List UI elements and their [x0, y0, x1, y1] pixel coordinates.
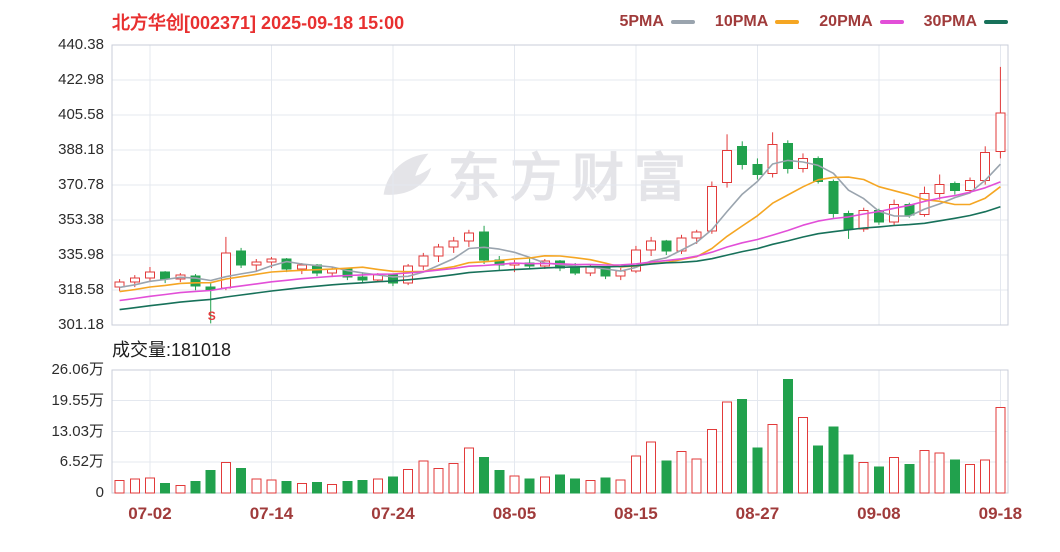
legend-swatch — [775, 20, 800, 24]
legend-item-label: 30PMA — [923, 13, 977, 30]
legend-item-10pma: 10PMA — [714, 13, 800, 31]
legend-item-30pma: 30PMA — [924, 13, 1008, 31]
chart-title: 北方华创[002371] 2025-09-18 15:00 — [112, 13, 405, 33]
legend-item-label: 10PMA — [714, 13, 769, 30]
legend-item-label: 5PMA — [619, 13, 664, 30]
watermark-text: 东方财富 — [448, 149, 697, 208]
legend-swatch — [670, 20, 695, 24]
chart-header: 北方华创[002371] 2025-09-18 15:00 5PMA 10PMA 2… — [0, 6, 1060, 38]
legend-swatch — [879, 20, 904, 24]
legend-swatch — [984, 20, 1008, 24]
legend-item-label: 20PMA — [819, 13, 873, 30]
legend-item-20pma: 20PMA — [819, 13, 904, 31]
legend-item-5pma: 5PMA — [619, 13, 695, 31]
ma-legend: 5PMA 10PMA 20PMA 30PMA — [619, 13, 1008, 31]
volume-label: 成交量:181018 — [112, 340, 232, 360]
